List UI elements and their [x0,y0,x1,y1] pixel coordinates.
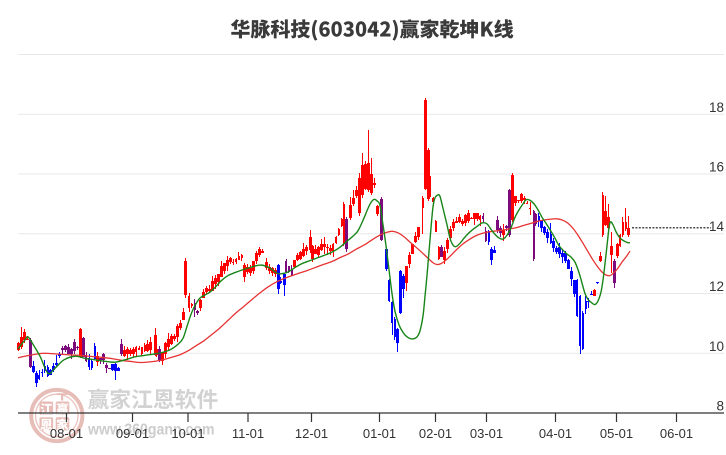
svg-text:05-01: 05-01 [600,426,633,441]
svg-text:06-01: 06-01 [660,426,693,441]
svg-text:02-01: 02-01 [419,426,452,441]
svg-text:01-01: 01-01 [363,426,396,441]
svg-text:03-01: 03-01 [470,426,503,441]
svg-text:10: 10 [709,339,724,354]
svg-text:11-01: 11-01 [232,426,264,441]
svg-text:12: 12 [709,279,724,294]
svg-text:www.360gann.com: www.360gann.com [87,422,214,439]
svg-text:08-01: 08-01 [50,426,83,441]
svg-text:14: 14 [709,219,725,234]
svg-text:8: 8 [716,399,724,414]
svg-text:12-01: 12-01 [295,426,328,441]
svg-text:09-01: 09-01 [116,426,149,441]
svg-text:04-01: 04-01 [539,426,572,441]
svg-text:18: 18 [709,100,724,115]
svg-text:16: 16 [709,160,724,175]
svg-text:10-01: 10-01 [171,426,204,441]
